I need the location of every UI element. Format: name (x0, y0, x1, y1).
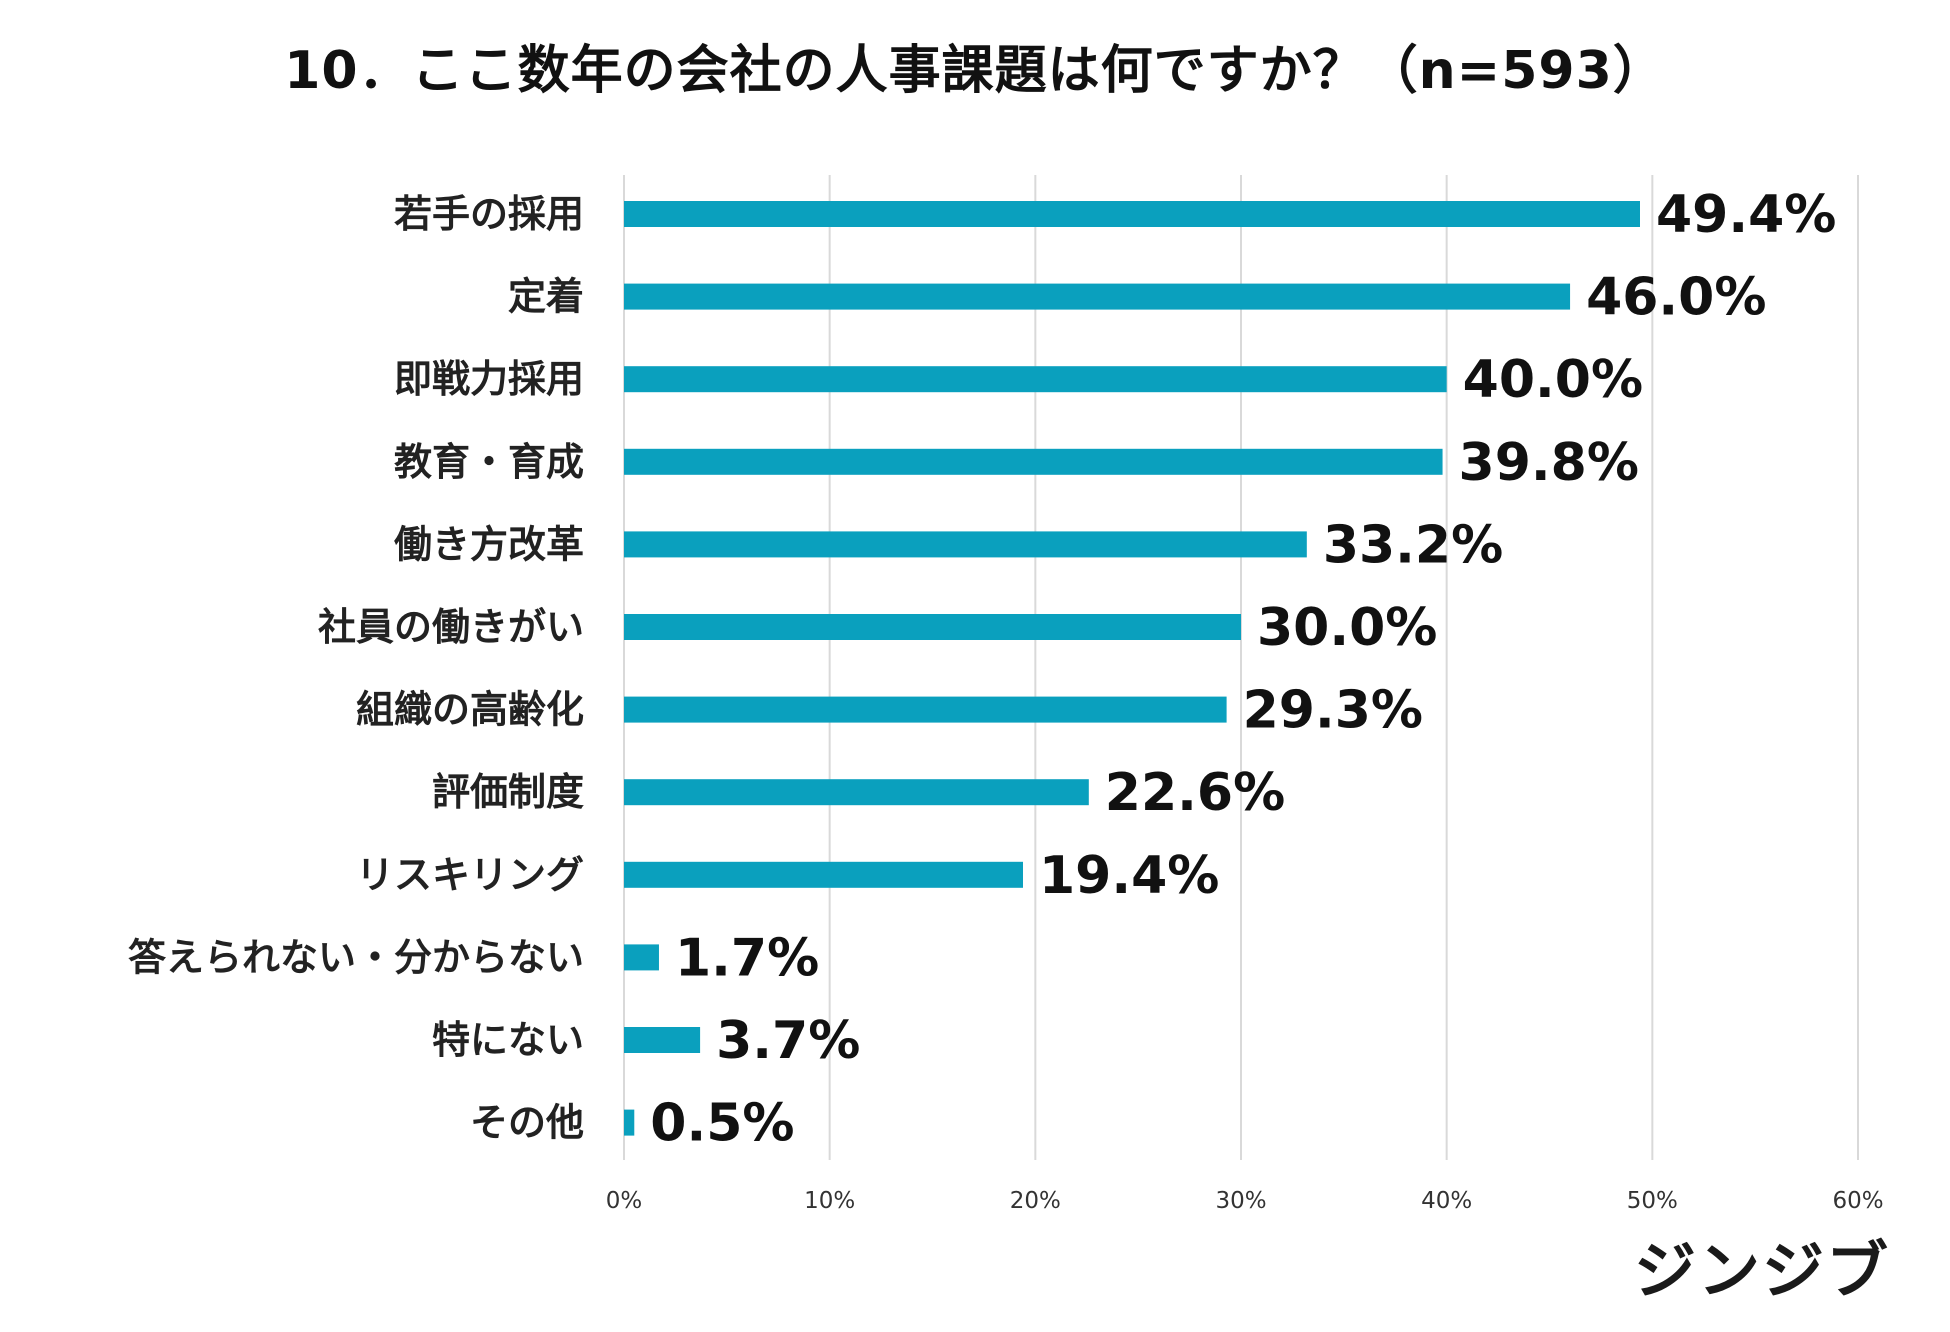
value-label: 30.0% (1257, 598, 1437, 658)
category-label: 定着 (508, 275, 584, 319)
category-label: その他 (470, 1101, 584, 1145)
x-tick-label: 30% (1215, 1188, 1266, 1214)
value-label: 1.7% (675, 928, 819, 988)
tick-label-layer: 0% 10% 20% 30% 40% 50% 60% (606, 1188, 1884, 1214)
x-tick-label: 40% (1421, 1188, 1472, 1214)
chart-title: 10．ここ数年の会社の人事課題は何ですか？（n=593） (284, 41, 1666, 101)
bar (624, 1109, 635, 1136)
x-tick-label: 50% (1627, 1188, 1678, 1214)
x-tick-label: 10% (804, 1188, 855, 1214)
value-label: 46.0% (1586, 268, 1766, 328)
value-label: 0.5% (650, 1094, 794, 1154)
value-label: 33.2% (1323, 515, 1503, 575)
category-label: 社員の働きがい (318, 605, 584, 649)
category-label: 答えられない・分からない (128, 935, 584, 979)
x-tick-label: 60% (1832, 1188, 1883, 1214)
bar (624, 1027, 701, 1053)
category-label: 即戦力採用 (394, 357, 584, 401)
category-label: 組織の高齢化 (356, 688, 584, 732)
bar (624, 531, 1307, 558)
category-label: 特にない (432, 1018, 584, 1062)
category-label: 教育・育成 (394, 440, 584, 484)
bar (624, 944, 659, 971)
category-label-layer: 若手の採用定着即戦力採用教育・育成働き方改革社員の働きがい組織の高齢化評価制度リ… (128, 192, 584, 1145)
category-label: 若手の採用 (394, 192, 584, 236)
category-label: 働き方改革 (394, 522, 584, 566)
bar (624, 366, 1447, 393)
category-label: リスキリング (356, 853, 584, 897)
bar (624, 614, 1241, 640)
bar (624, 779, 1089, 806)
value-label: 22.6% (1105, 763, 1285, 823)
bar (624, 283, 1571, 310)
x-tick-label: 20% (1010, 1188, 1061, 1214)
value-label: 39.8% (1459, 433, 1639, 493)
brand-logo: ジンジブ (1633, 1234, 1890, 1307)
bar-layer (624, 201, 1640, 1136)
category-label: 評価制度 (432, 770, 584, 814)
grid-layer (623, 175, 1859, 1160)
value-label: 49.4% (1656, 185, 1836, 245)
bar (624, 448, 1443, 475)
value-label: 40.0% (1463, 350, 1643, 410)
value-label: 19.4% (1039, 846, 1219, 906)
value-label: 3.7% (716, 1011, 860, 1071)
bar (624, 201, 1640, 227)
x-tick-label: 0% (606, 1188, 643, 1214)
bar (624, 861, 1023, 888)
value-label: 29.3% (1243, 681, 1423, 741)
bar (624, 696, 1227, 723)
value-label-layer: 49.4% 46.0% 40.0% 39.8% 33.2% 30.0% 29.3% 22.6%… (650, 185, 1836, 1154)
